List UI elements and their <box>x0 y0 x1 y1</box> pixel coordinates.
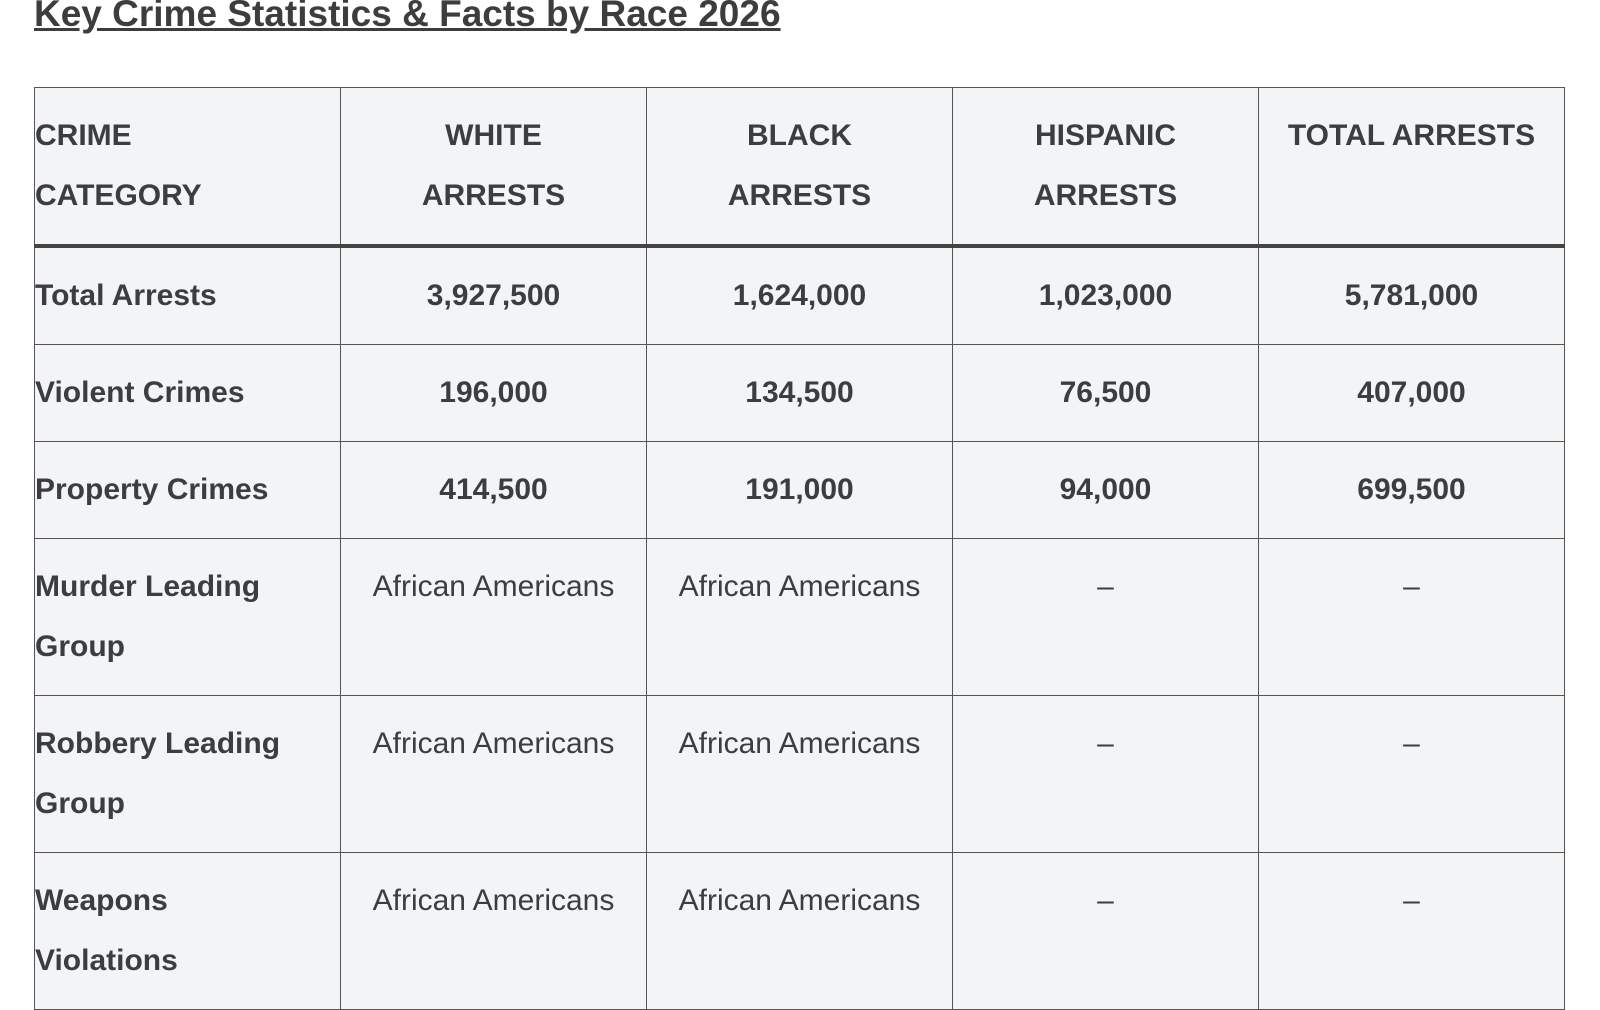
table-cell: 1,624,000 <box>646 245 953 345</box>
table-row: Murder Leading Group African Americans Afri… <box>34 538 1565 696</box>
table-cell: 699,500 <box>1258 441 1565 539</box>
table-row: Total Arrests 3,927,500 1,624,000 1,023,000… <box>34 245 1565 345</box>
header-cell: HISPANIC ARRESTS <box>952 87 1259 248</box>
header-cell: CRIME CATEGORY <box>34 87 341 248</box>
table-cell: African Americans <box>646 538 953 696</box>
table-head: CRIME CATEGORY WHITE ARRESTS BLACK ARRESTS HIS… <box>34 87 1565 248</box>
table-body: Total Arrests 3,927,500 1,624,000 1,023,000… <box>34 245 1565 1010</box>
header-text: CRIME <box>35 119 132 152</box>
table-cell: 196,000 <box>340 344 647 442</box>
row-label-cell: Violent Crimes <box>34 344 341 442</box>
table-cell: 76,500 <box>952 344 1259 442</box>
header-text: ARRESTS <box>1033 179 1178 212</box>
header-row: CRIME CATEGORY WHITE ARRESTS BLACK ARRESTS HIS… <box>34 87 1565 248</box>
page-title: Key Crime Statistics & Facts by Race 202… <box>34 0 781 34</box>
table-cell: 414,500 <box>340 441 647 539</box>
header-text: CATEGORY <box>35 179 202 212</box>
row-label-cell: Total Arrests <box>34 245 341 345</box>
row-label: Total Arrests <box>35 279 217 312</box>
table-cell: 94,000 <box>952 441 1259 539</box>
row-label-cell: Robbery Leading Group <box>34 695 341 853</box>
table-cell: African Americans <box>340 852 647 1010</box>
header-text: ARRESTS <box>421 179 566 212</box>
table-cell: 5,781,000 <box>1258 245 1565 345</box>
header-text: HISPANIC <box>1034 119 1177 152</box>
header-text: ARRESTS <box>727 179 872 212</box>
table-cell: 134,500 <box>646 344 953 442</box>
table-cell: 1,023,000 <box>952 245 1259 345</box>
table-cell: 191,000 <box>646 441 953 539</box>
crime-table: CRIME CATEGORY WHITE ARRESTS BLACK ARRESTS HIS… <box>34 87 1565 1010</box>
row-label: Property Crimes <box>35 473 269 506</box>
row-label: Weapons <box>35 884 168 917</box>
table-cell: – <box>1258 852 1565 1010</box>
row-label: Group <box>35 787 125 820</box>
table-cell: – <box>1258 695 1565 853</box>
row-label: Group <box>35 630 125 663</box>
table-cell: African Americans <box>340 695 647 853</box>
row-label-cell: Weapons Violations <box>34 852 341 1010</box>
header-text: TOTAL ARRESTS <box>1287 119 1536 152</box>
table-cell: – <box>952 852 1259 1010</box>
row-label: Violations <box>35 944 178 977</box>
table-cell: 407,000 <box>1258 344 1565 442</box>
table-cell: African Americans <box>646 852 953 1010</box>
header-text: BLACK <box>747 119 852 152</box>
row-label: Robbery Leading <box>35 727 281 760</box>
table-cell: – <box>1258 538 1565 696</box>
table-row: Robbery Leading Group African Americans Afr… <box>34 695 1565 853</box>
header-cell: TOTAL ARRESTS <box>1258 87 1565 248</box>
table-row: Property Crimes 414,500 191,000 94,000 699,5… <box>34 441 1565 539</box>
table-row: Weapons Violations African Americans Africa… <box>34 852 1565 1010</box>
table-cell: African Americans <box>340 538 647 696</box>
header-cell: BLACK ARRESTS <box>646 87 953 248</box>
table-cell: – <box>952 538 1259 696</box>
table-cell: 3,927,500 <box>340 245 647 345</box>
row-label: Murder Leading <box>35 570 261 603</box>
table-cell: African Americans <box>646 695 953 853</box>
row-label-cell: Murder Leading Group <box>34 538 341 696</box>
table-row: Violent Crimes 196,000 134,500 76,500 407,00… <box>34 344 1565 442</box>
row-label: Violent Crimes <box>35 376 245 409</box>
header-text: WHITE <box>445 119 542 152</box>
row-label-cell: Property Crimes <box>34 441 341 539</box>
table-cell: – <box>952 695 1259 853</box>
header-cell: WHITE ARRESTS <box>340 87 647 248</box>
